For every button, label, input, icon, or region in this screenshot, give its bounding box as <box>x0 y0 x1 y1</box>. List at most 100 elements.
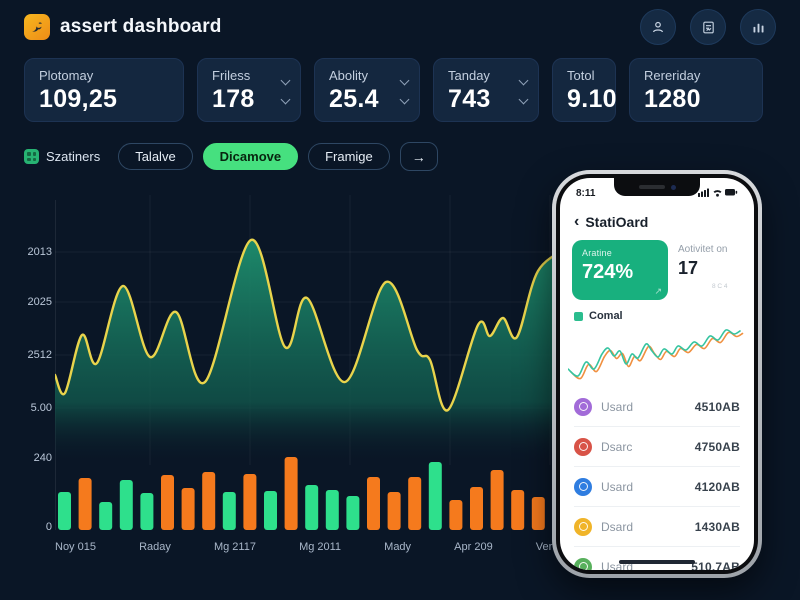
stat-value: 9.10 <box>567 85 617 113</box>
stat-card-totol: Totol 9.10 <box>552 58 617 122</box>
y-tick: 2512 <box>27 349 52 361</box>
side-stat-caption: 8 C 4 <box>711 283 728 290</box>
stat-label: Friless <box>212 68 251 83</box>
area-fill <box>55 239 570 465</box>
phone-notch <box>614 178 700 196</box>
bar <box>305 485 319 530</box>
y-tick: 240 <box>33 452 52 464</box>
chevron-down-icon[interactable] <box>280 59 291 121</box>
home-indicator[interactable] <box>619 560 695 564</box>
bar <box>531 497 545 530</box>
avatar <box>574 557 592 570</box>
legend-swatch-icon <box>574 311 583 321</box>
trend-arrow-icon: ↗ <box>654 286 662 296</box>
stat-label: Rereriday <box>644 68 701 83</box>
phone-mini-chart <box>560 322 754 387</box>
y-tick: 2013 <box>27 246 52 258</box>
avatar <box>574 477 592 496</box>
phone-mockup: 8:11 ‹ StatiOard <box>552 170 762 578</box>
list-item[interactable]: Usard 510.7AB <box>574 546 740 570</box>
list-item[interactable]: Usard 4120AB <box>574 466 740 506</box>
bar-chart <box>58 457 566 530</box>
bar <box>140 493 154 530</box>
bar <box>119 480 133 530</box>
phone-side-stat: Aotivitet on 17 8 C 4 <box>678 240 727 290</box>
list-item-name: Usard <box>601 559 634 571</box>
phone-highlight-card[interactable]: Aratine 724% ↗ <box>572 240 668 300</box>
stat-card-row: Plotomay 109,25 Friless 178 Abolity 25.4… <box>0 50 800 122</box>
phone-stat-section: Aratine 724% ↗ Aotivitet on 17 8 C 4 <box>560 236 754 300</box>
list-item[interactable]: Usard 4510AB <box>574 387 740 426</box>
list-item[interactable]: Dsard 1430AB <box>574 506 740 546</box>
stat-card-friless[interactable]: Friless 178 <box>197 58 301 122</box>
list-item-name: Usard <box>601 479 634 494</box>
chip-framige[interactable]: Framige <box>308 142 390 171</box>
bar-chart-icon[interactable] <box>740 9 776 45</box>
bar <box>181 488 195 530</box>
area-chart <box>55 195 570 465</box>
list-item-name: Dsarc <box>601 439 633 454</box>
x-tick: Mg 2011 <box>299 541 342 553</box>
grid-icon <box>24 149 39 164</box>
x-tick: Apr 209 <box>454 541 493 553</box>
stat-label: Plotomay <box>39 68 94 83</box>
app-logo-icon <box>24 14 50 40</box>
status-icons <box>698 184 738 202</box>
report-icon[interactable] <box>690 9 726 45</box>
x-tick: Noy 015 <box>55 541 96 553</box>
phone-legend: Comal <box>560 300 754 322</box>
chip-talalve[interactable]: Talalve <box>118 142 193 171</box>
stat-label: Abolity <box>329 68 369 83</box>
stat-card-abolity[interactable]: Abolity 25.4 <box>314 58 420 122</box>
bar <box>161 475 174 530</box>
bar <box>408 477 422 530</box>
list-item[interactable]: Dsarc 4750AB <box>574 426 740 466</box>
bar <box>202 472 216 530</box>
bar <box>78 478 92 530</box>
stat-label: Tanday <box>448 68 490 83</box>
stat-value: 1280 <box>644 85 701 113</box>
chevron-down-icon[interactable] <box>399 59 410 121</box>
stat-card-tanday[interactable]: Tanday 743 <box>433 58 539 122</box>
side-stat-value: 17 <box>678 258 699 278</box>
chevron-down-icon[interactable] <box>518 59 529 121</box>
phone-bezel: 8:11 ‹ StatiOard <box>556 174 758 574</box>
bar <box>511 490 525 530</box>
mini-line-teal <box>567 329 741 377</box>
avatar <box>574 397 592 416</box>
area-line <box>55 238 570 412</box>
next-arrow-button[interactable]: → <box>399 142 438 171</box>
chip-dicamove[interactable]: Dicamove <box>202 142 299 171</box>
filter-group-szatiners[interactable]: Szatiners <box>24 149 100 164</box>
bar <box>58 492 71 530</box>
phone-header: ‹ StatiOard <box>560 202 754 236</box>
highlight-value: 724% <box>582 261 634 283</box>
bar <box>284 457 298 530</box>
x-tick: Mady <box>384 541 412 553</box>
user-icon[interactable] <box>640 9 676 45</box>
bar <box>346 496 360 530</box>
list-item-name: Usard <box>601 399 634 414</box>
back-chevron-icon[interactable]: ‹ <box>574 213 580 230</box>
x-axis: Noy 015 Raday Mg 2117 Mg 2011 Mady Apr 2… <box>55 541 567 553</box>
filter-group-label: Szatiners <box>46 149 101 164</box>
stat-value: 178 <box>212 85 255 113</box>
highlight-label: Aratine <box>582 248 612 258</box>
phone-status-bar: 8:11 <box>560 178 754 202</box>
x-tick: Raday <box>139 541 171 553</box>
filter-row: Szatiners Talalve Dicamove Framige → <box>0 122 800 171</box>
app-title: assert dashboard <box>60 16 222 37</box>
phone-screen: 8:11 ‹ StatiOard <box>560 178 754 570</box>
camera-icon <box>670 184 676 190</box>
avatar <box>574 437 592 456</box>
y-axis-line <box>55 200 56 530</box>
phone-page-title: StatiOard <box>585 214 649 230</box>
list-item-value: 4510AB <box>694 399 740 414</box>
status-time: 8:11 <box>576 187 596 199</box>
y-tick: 2025 <box>27 296 52 308</box>
avatar <box>574 517 592 536</box>
legend-label: Comal <box>589 310 623 322</box>
bar <box>490 470 504 530</box>
bar <box>428 462 442 530</box>
